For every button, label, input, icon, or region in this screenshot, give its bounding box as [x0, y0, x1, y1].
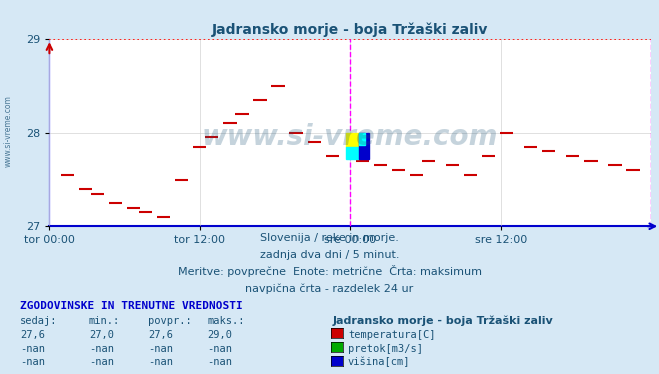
Text: -nan: -nan: [20, 344, 45, 353]
Text: temperatura[C]: temperatura[C]: [348, 330, 436, 340]
Text: 29,0: 29,0: [208, 330, 233, 340]
Text: 27,6: 27,6: [148, 330, 173, 340]
Text: višina[cm]: višina[cm]: [348, 357, 411, 367]
Text: -nan: -nan: [208, 344, 233, 353]
Text: -nan: -nan: [89, 344, 114, 353]
Text: min.:: min.:: [89, 316, 120, 325]
Text: 27,6: 27,6: [20, 330, 45, 340]
Bar: [358, 133, 369, 159]
Text: -nan: -nan: [20, 358, 45, 367]
Text: -nan: -nan: [148, 358, 173, 367]
Text: maks.:: maks.:: [208, 316, 245, 325]
Text: www.si-vreme.com: www.si-vreme.com: [3, 95, 13, 167]
Text: -nan: -nan: [148, 344, 173, 353]
Bar: [346, 133, 358, 147]
Title: Jadransko morje - boja Tržaški zaliv: Jadransko morje - boja Tržaški zaliv: [212, 22, 488, 37]
Text: ZGODOVINSKE IN TRENUTNE VREDNOSTI: ZGODOVINSKE IN TRENUTNE VREDNOSTI: [20, 301, 243, 310]
Text: -nan: -nan: [89, 358, 114, 367]
Text: Meritve: povprečne  Enote: metrične  Črta: maksimum: Meritve: povprečne Enote: metrične Črta:…: [177, 265, 482, 277]
Text: povpr.:: povpr.:: [148, 316, 192, 325]
Polygon shape: [358, 133, 366, 144]
Text: Jadransko morje - boja Tržaški zaliv: Jadransko morje - boja Tržaški zaliv: [333, 315, 554, 325]
Text: 27,0: 27,0: [89, 330, 114, 340]
Text: navpična črta - razdelek 24 ur: navpična črta - razdelek 24 ur: [245, 283, 414, 294]
Text: www.si-vreme.com: www.si-vreme.com: [202, 123, 498, 150]
Bar: [346, 147, 358, 159]
Text: Slovenija / reke in morje.: Slovenija / reke in morje.: [260, 233, 399, 243]
Text: -nan: -nan: [208, 358, 233, 367]
Text: sedaj:: sedaj:: [20, 316, 57, 325]
Text: zadnja dva dni / 5 minut.: zadnja dva dni / 5 minut.: [260, 250, 399, 260]
Text: pretok[m3/s]: pretok[m3/s]: [348, 344, 423, 353]
